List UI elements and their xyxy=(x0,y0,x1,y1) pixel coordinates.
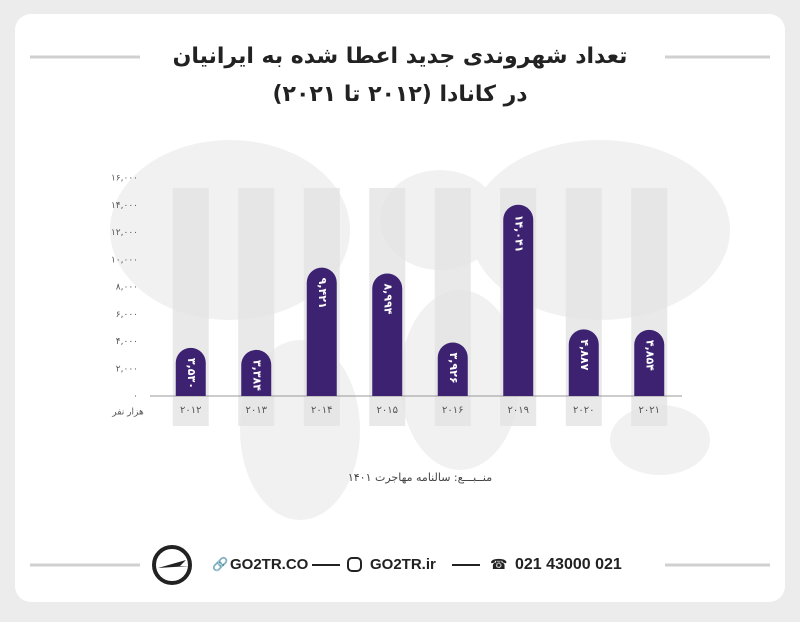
y-tick-label: ۶,۰۰۰ xyxy=(116,310,138,320)
y-axis-label: هزار نفر xyxy=(111,408,144,418)
value-label: ۳,۹۲۶ xyxy=(447,353,460,384)
x-tick-label: ۲۰۲۱ xyxy=(639,405,660,416)
value-label: ۴,۸۸۷ xyxy=(578,339,591,370)
y-tick-label: ۱۴,۰۰۰ xyxy=(111,201,138,211)
y-tick-label: ۰ xyxy=(133,392,138,402)
website: GO2TR.CO xyxy=(230,556,309,573)
bar xyxy=(241,349,272,396)
y-tick-label: ۱۰,۰۰۰ xyxy=(111,255,138,265)
phone-icon: ☎ xyxy=(490,557,507,573)
link-icon: 🔗 xyxy=(212,556,228,573)
source-note: منــبـــع: سالنامه مهاجرت ۱۴۰۱ xyxy=(348,471,492,484)
x-tick-label: ۲۰۱۵ xyxy=(377,405,398,416)
footer: 🔗 GO2TR.CO GO2TR.ir ☎ 021 43000 021 xyxy=(30,545,770,585)
value-label: ۴,۸۵۴ xyxy=(643,340,656,371)
y-tick-label: ۱۶,۰۰۰ xyxy=(111,174,138,184)
bar xyxy=(568,329,599,396)
x-tick-label: ۲۰۲۰ xyxy=(573,405,594,416)
chart-subtitle: در کانادا (۲۰۱۲ تا ۲۰۲۱) xyxy=(272,82,527,107)
x-tick-label: ۲۰۱۲ xyxy=(180,405,201,416)
bar xyxy=(306,267,337,396)
x-tick-label: ۲۰۱۳ xyxy=(246,405,268,416)
value-label: ۹,۴۲۱ xyxy=(316,278,329,309)
y-tick-label: ۲,۰۰۰ xyxy=(116,364,138,374)
x-tick-label: ۲۰۱۹ xyxy=(508,405,529,416)
bar xyxy=(372,273,403,396)
value-label: ۳,۳۸۴ xyxy=(250,360,263,391)
value-label: ۸,۹۹۴ xyxy=(381,283,394,314)
phone: 021 43000 021 xyxy=(515,556,622,573)
x-tick-label: ۲۰۱۶ xyxy=(442,405,463,416)
bar xyxy=(437,342,468,396)
y-tick-label: ۴,۰۰۰ xyxy=(116,337,138,347)
logo-plane xyxy=(158,560,190,568)
instagram: GO2TR.ir xyxy=(370,556,436,573)
bar xyxy=(634,329,665,396)
value-label: ۳,۵۳۰ xyxy=(185,358,198,389)
logo xyxy=(152,545,192,585)
chart-title: تعداد شهروندی جدید اعطا شده به ایرانیان xyxy=(173,44,628,69)
x-tick-label: ۲۰۱۴ xyxy=(311,405,332,416)
y-tick-label: ۱۲,۰۰۰ xyxy=(111,228,138,238)
plot: ۰ ۲,۰۰۰ ۴,۰۰۰ ۶,۰۰۰ ۸,۰۰۰ ۱۰,۰۰۰ ۱۲,۰۰۰ ۱۴,۰۰۰ ۱… xyxy=(111,174,682,426)
value-label: ۱۴,۰۴۱ xyxy=(512,215,525,253)
bar xyxy=(175,347,206,396)
instagram-icon xyxy=(347,557,362,572)
bar xyxy=(503,204,534,396)
y-tick-label: ۸,۰۰۰ xyxy=(116,283,138,293)
